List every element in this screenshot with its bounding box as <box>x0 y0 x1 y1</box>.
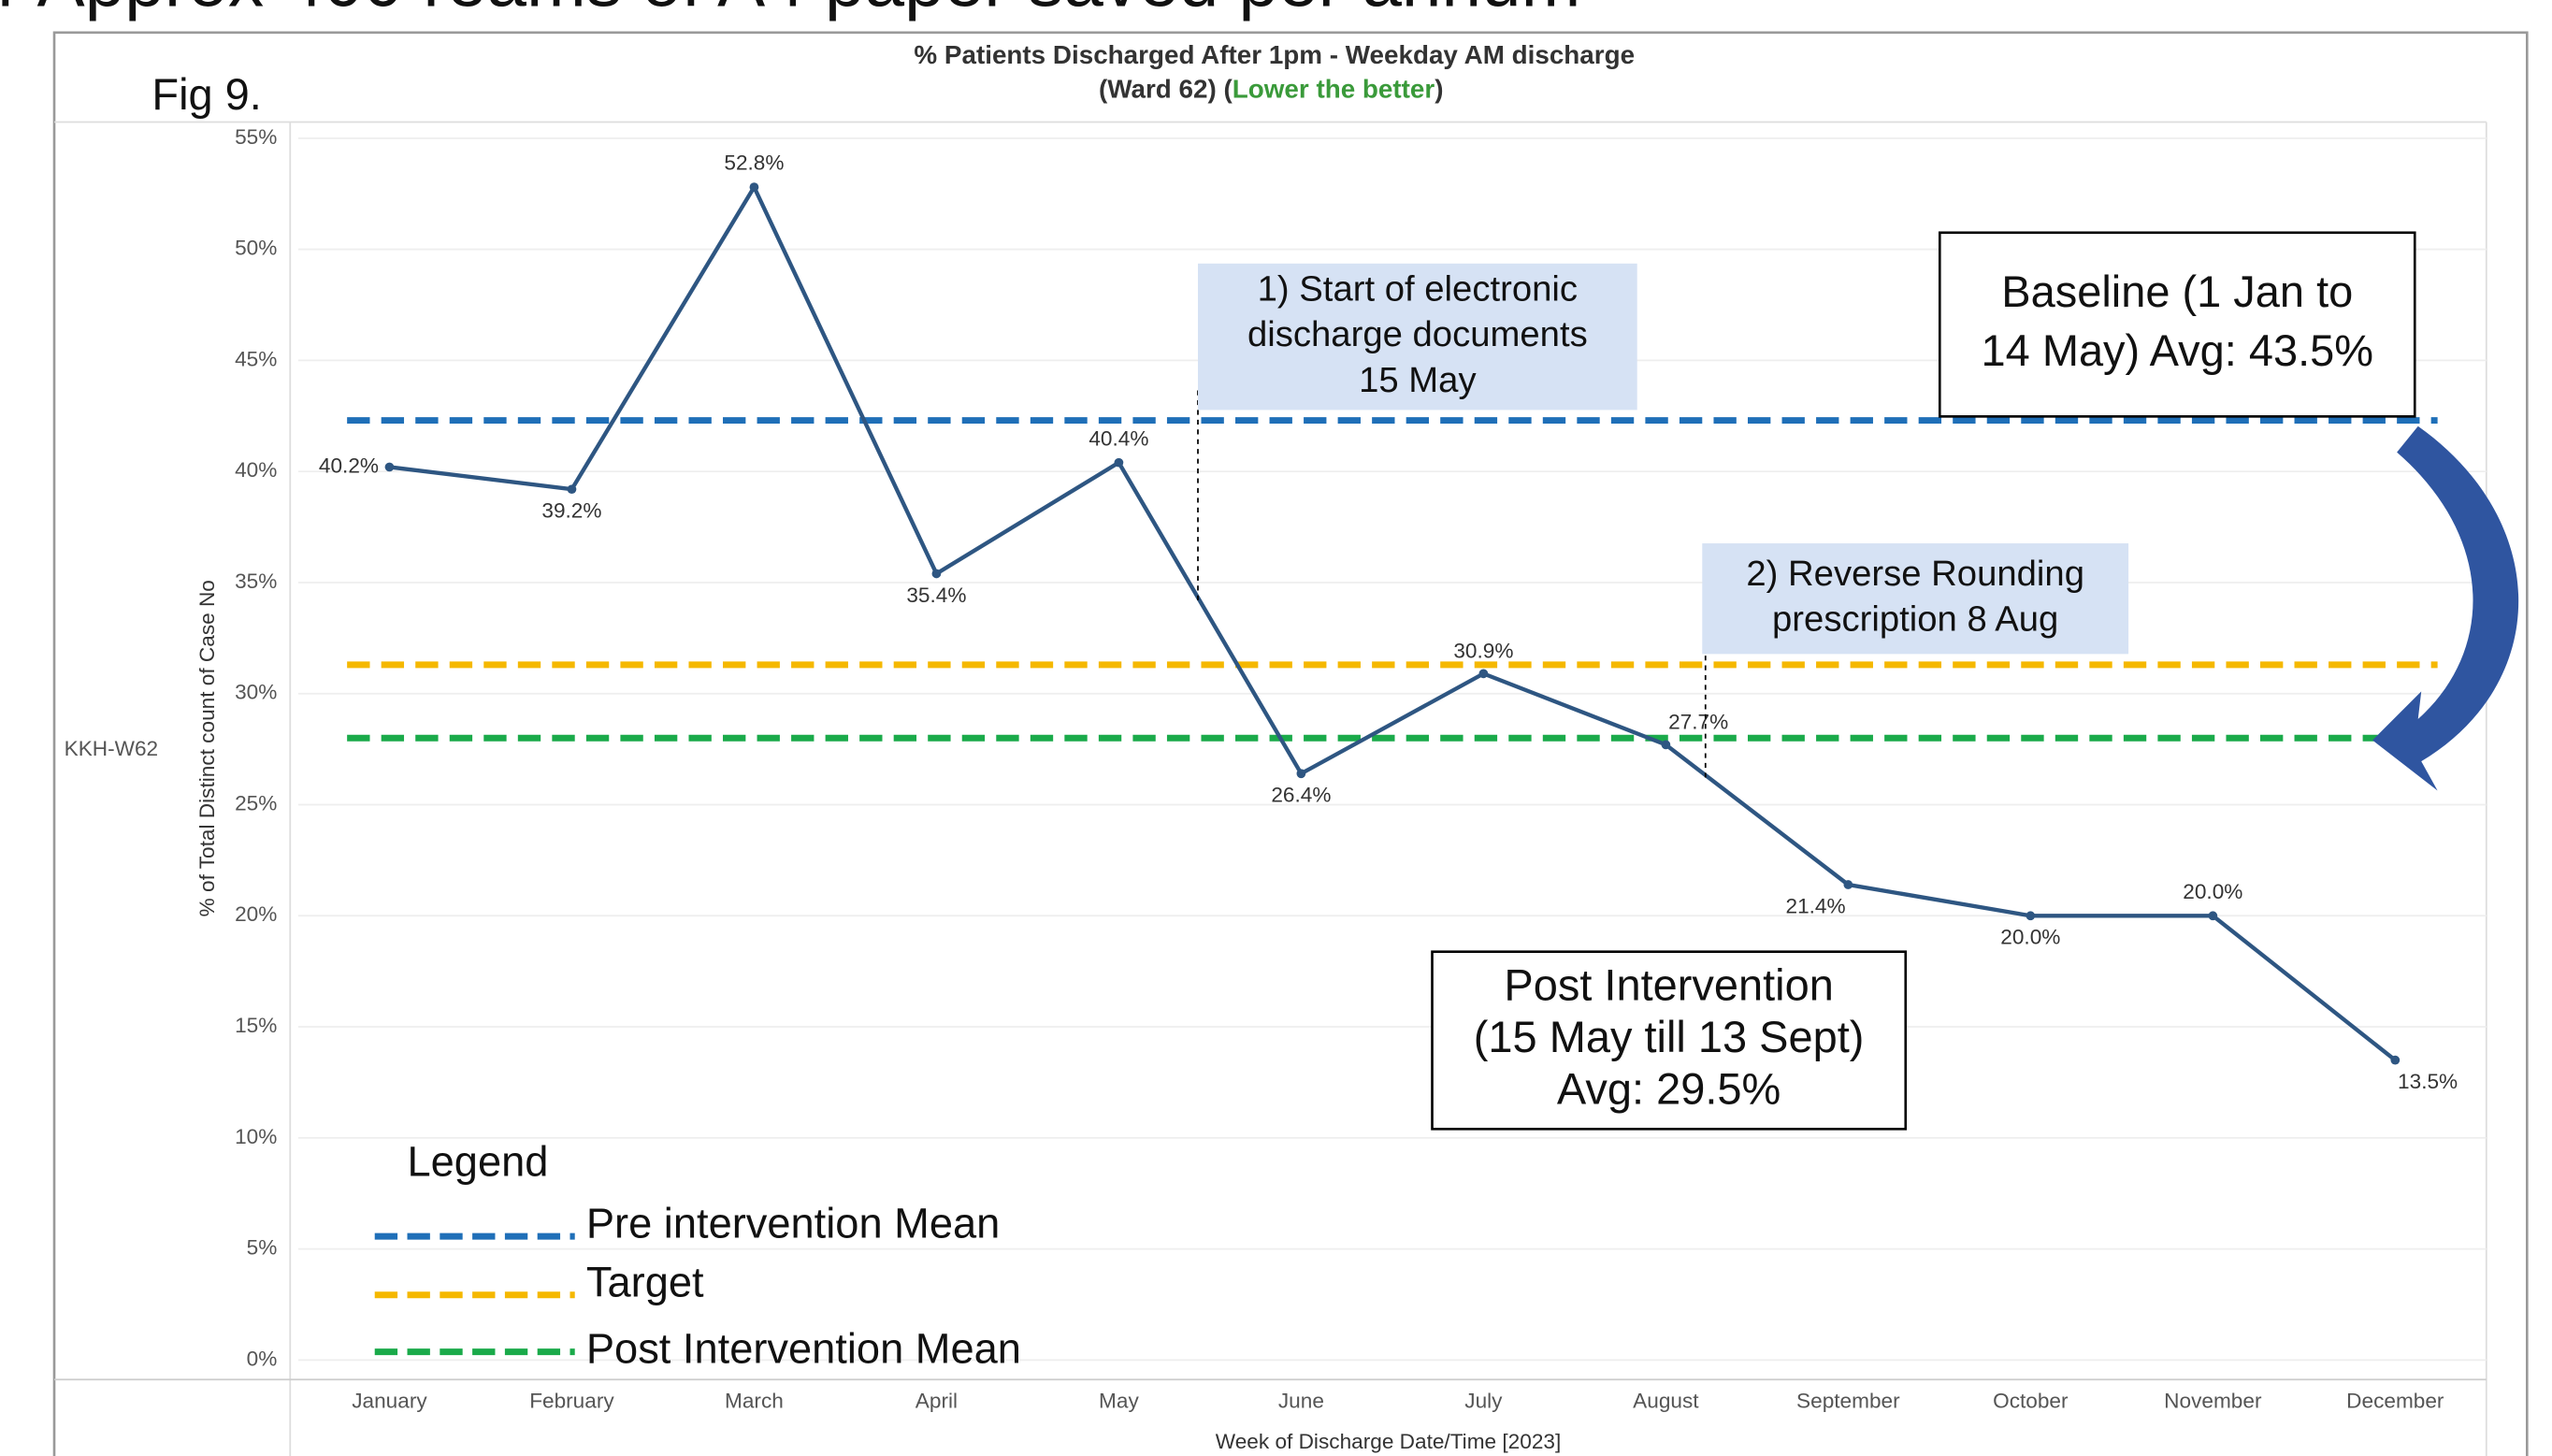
point <box>1843 880 1853 889</box>
subtitle-highlight: Lower the better <box>1233 75 1435 104</box>
x-tick-label: February <box>529 1390 614 1413</box>
annotation-text: 1) Start of electronic <box>1258 269 1578 310</box>
y-tick-label: 15% <box>235 1014 277 1037</box>
annotation-text: 14 May) Avg: 43.5% <box>1982 325 2374 375</box>
point <box>931 569 942 579</box>
subtitle-start: (Ward 62) ( <box>1099 75 1233 104</box>
y-tick-label: 45% <box>235 347 277 370</box>
data-label: 40.2% <box>319 454 379 477</box>
point <box>567 484 577 495</box>
point <box>384 462 395 472</box>
subtitle-end: ) <box>1435 75 1443 104</box>
x-tick-label: August <box>1633 1390 1699 1413</box>
y-tick-label: 50% <box>235 237 277 260</box>
data-label: 40.4% <box>1089 426 1148 450</box>
x-axis-label: Week of Discharge Date/Time [2023] <box>1216 1430 1561 1453</box>
x-tick-label: July <box>1464 1390 1503 1413</box>
legend-label: Post Intervention Mean <box>586 1325 1021 1373</box>
x-tick-label: May <box>1099 1390 1139 1413</box>
data-label: 20.0% <box>2000 926 2060 949</box>
annotation-text: Post Intervention <box>1504 959 1833 1009</box>
x-tick-label: April <box>916 1390 958 1413</box>
point <box>1114 457 1124 468</box>
y-tick-label: 20% <box>235 902 277 926</box>
series-line <box>389 182 2397 1062</box>
x-tick-label: June <box>1278 1390 1324 1413</box>
annotation-box <box>1197 263 1637 411</box>
x-tick-label: December <box>2346 1390 2444 1413</box>
y-tick-label: 5% <box>247 1236 278 1260</box>
data-label: 26.4% <box>1271 784 1331 807</box>
annotation-text: Baseline (1 Jan to <box>2001 267 2353 316</box>
y-tick-label: 40% <box>235 458 277 482</box>
point <box>2026 911 2036 921</box>
y-tick-label: 10% <box>235 1125 277 1148</box>
data-label: 52.8% <box>724 151 784 175</box>
data-label: 27.7% <box>1668 711 1728 734</box>
chart-title: % Patients Discharged After 1pm - Weekda… <box>914 40 1635 69</box>
chart-subtitle: (Ward 62) (Lower the better) <box>1099 75 1444 104</box>
curved-arrow <box>2372 425 2519 791</box>
annotation-box <box>1938 231 2416 418</box>
legend-title: Legend <box>408 1138 549 1186</box>
annotation-box <box>1431 950 1908 1131</box>
y-tick-label: 35% <box>235 569 277 593</box>
data-label: 21.4% <box>1786 894 1846 917</box>
point <box>1478 669 1489 679</box>
annotation-text: 15 May <box>1359 360 1477 400</box>
point <box>2208 911 2218 921</box>
data-label: 20.0% <box>2183 880 2242 903</box>
x-tick-label: September <box>1796 1390 1900 1413</box>
legend: Legend Pre intervention Mean Target Post In… <box>374 1138 1021 1373</box>
point <box>1661 740 1671 750</box>
legend-label: Target <box>586 1258 704 1305</box>
x-tick-label: March <box>725 1390 784 1413</box>
legend-label: Pre intervention Mean <box>586 1200 1000 1247</box>
point <box>2390 1055 2401 1065</box>
y-tick-label: 25% <box>235 791 277 814</box>
header: r Approx 400 reams of A4 paper saved per… <box>0 0 1580 22</box>
y-tick-label: 55% <box>235 125 277 149</box>
data-label: 30.9% <box>1453 640 1513 663</box>
annotation-box <box>1702 543 2129 655</box>
x-tick-label: October <box>1993 1390 2069 1413</box>
annotation-text: discharge documents <box>1247 314 1588 354</box>
data-label: 13.5% <box>2398 1070 2458 1093</box>
annotation-text: Avg: 29.5% <box>1557 1064 1781 1114</box>
y-tick-label: 30% <box>235 681 277 704</box>
point <box>749 182 759 193</box>
x-tick-label: November <box>2164 1390 2262 1413</box>
annotation-text: 2) Reverse Rounding <box>1746 554 2084 594</box>
data-label: 39.2% <box>541 499 601 523</box>
annotation-text: (15 May till 13 Sept) <box>1474 1012 1865 1061</box>
y-axis-label: % of Total Distinct count of Case No <box>195 580 219 916</box>
y-tick-label: 0% <box>247 1347 278 1370</box>
point <box>1296 769 1306 779</box>
data-label: 35.4% <box>906 584 966 607</box>
annotation-text: prescription 8 Aug <box>1772 599 2058 640</box>
figure-label: Fig 9. <box>151 69 261 119</box>
x-tick-label: January <box>352 1390 427 1413</box>
row-label: KKH-W62 <box>65 737 159 760</box>
